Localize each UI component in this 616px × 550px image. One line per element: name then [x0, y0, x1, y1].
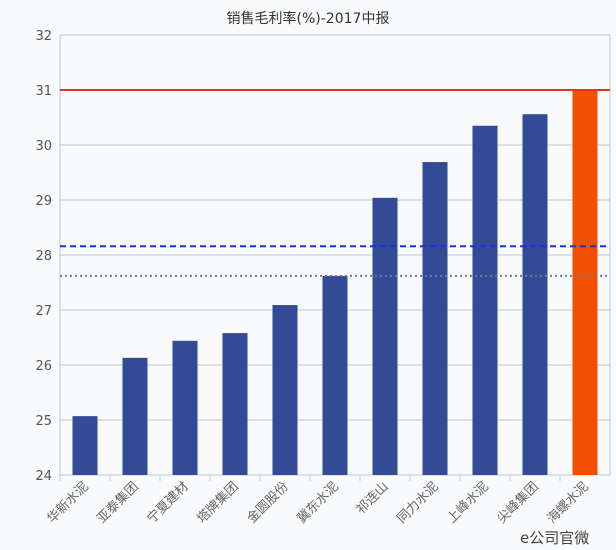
y-tick-label: 32 [35, 29, 52, 44]
x-tick-label: 上峰水泥 [444, 479, 491, 526]
bar-4 [222, 333, 248, 475]
bar-7 [372, 197, 398, 476]
bar-9 [472, 125, 498, 475]
x-tick-label: 祁连山 [353, 479, 392, 518]
y-tick-label: 27 [35, 304, 52, 319]
bar-10 [522, 114, 548, 475]
x-tick-label: 塔牌集团 [194, 479, 242, 527]
bar-2 [122, 357, 148, 475]
bar-5 [272, 305, 298, 475]
x-tick-label: 华新水泥 [44, 479, 92, 527]
bar-3 [172, 340, 198, 475]
x-tick-label: 海螺水泥 [544, 479, 591, 526]
watermark: e公司官微 [520, 529, 590, 547]
y-tick-label: 29 [35, 194, 52, 209]
bar-6 [322, 275, 348, 475]
y-tick-label: 30 [35, 139, 52, 154]
x-tick-label: 金圆股份 [244, 479, 292, 527]
y-tick-label: 25 [35, 414, 52, 429]
y-tick-label: 28 [35, 249, 52, 264]
x-tick-label: 亚泰集团 [94, 479, 142, 527]
x-tick-label: 尖峰集团 [494, 479, 542, 527]
x-tick-label: 宁夏建材 [144, 479, 192, 527]
x-tick-label: 冀东水泥 [294, 479, 342, 527]
y-tick-label: 31 [35, 84, 52, 99]
bar-11 [572, 90, 598, 475]
bar-8 [422, 162, 448, 476]
y-tick-label: 26 [35, 359, 52, 374]
x-tick-label: 同力水泥 [394, 479, 441, 526]
y-tick-label: 24 [35, 469, 52, 484]
chart-title: 销售毛利率(%)-2017中报 [226, 11, 390, 27]
bar-1 [72, 416, 98, 475]
